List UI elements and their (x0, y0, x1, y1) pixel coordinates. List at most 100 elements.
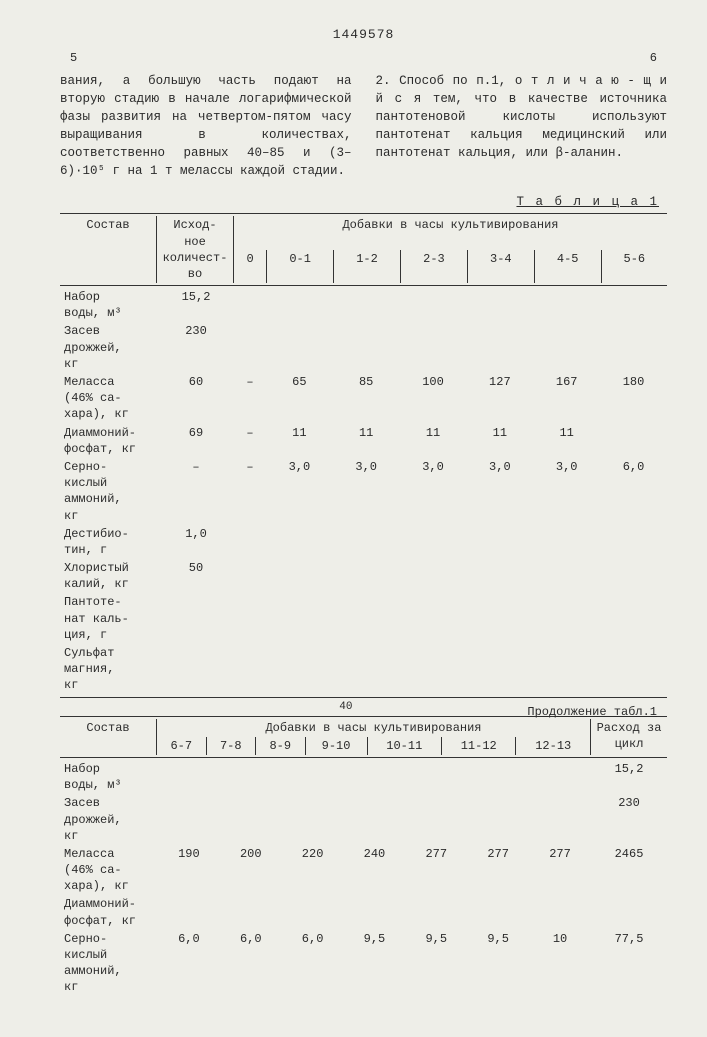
table-row: Засев дрожжей, кг230 (60, 322, 667, 373)
cell-value (533, 593, 600, 644)
cell-value (600, 322, 667, 373)
left-col-num: 5 (70, 50, 77, 66)
cell-label: Серно- кислый аммоний, кг (60, 930, 158, 997)
table-row: Сульфат магния, кг (60, 644, 667, 695)
th-hour: 3-4 (467, 250, 534, 283)
cell-value (266, 559, 333, 593)
th-hour: 8-9 (256, 737, 306, 755)
cell-value: 9,5 (344, 930, 406, 997)
cell-value (333, 593, 400, 644)
cell-value (466, 644, 533, 695)
cell-value (220, 794, 282, 845)
cell-value (529, 895, 591, 929)
cell-value (266, 525, 333, 559)
cell-value (405, 895, 467, 929)
cell-value (405, 794, 467, 845)
table1-part2-head: Состав Добавки в часы культивирования Ра… (60, 719, 667, 755)
th-hour: 0-1 (267, 250, 334, 283)
cell-value: 11 (466, 424, 533, 458)
th-hour: 12-13 (516, 737, 591, 755)
cell-value: – (234, 373, 266, 424)
cell-value (467, 760, 529, 794)
cell-value: 3,0 (466, 458, 533, 525)
cell-value: 167 (533, 373, 600, 424)
table1-continuation: Продолжение табл.1 (527, 704, 657, 720)
cell-value (158, 794, 220, 845)
th-hour: 9-10 (305, 737, 367, 755)
table-row: Засев дрожжей, кг 230 (60, 794, 667, 845)
cell-value (600, 525, 667, 559)
cell-value (344, 895, 406, 929)
cell-value: 11 (533, 424, 600, 458)
cell-value: 11 (266, 424, 333, 458)
cell-value (529, 760, 591, 794)
cell-value: 6,0 (158, 930, 220, 997)
column-numbers: 5 6 (70, 50, 657, 66)
cell-value (533, 559, 600, 593)
cell-value (600, 424, 667, 458)
left-column-text: вания, а большую часть подают на вторую … (60, 72, 352, 181)
cell-value (466, 593, 533, 644)
cell-label: Диаммоний- фосфат, кг (60, 895, 158, 929)
cell-value: 3,0 (533, 458, 600, 525)
cell-value (405, 760, 467, 794)
cell-label: Пантоте- нат каль- ция, г (60, 593, 158, 644)
table-row: Набор воды, м³15,2 (60, 760, 667, 794)
cell-value (266, 644, 333, 695)
doc-number: 1449578 (60, 26, 667, 44)
cell-value (400, 644, 467, 695)
cell-qty: 50 (158, 559, 234, 593)
cell-value: 6,0 (600, 458, 667, 525)
th-hour: 5-6 (601, 250, 667, 283)
cell-value (234, 322, 266, 373)
right-col-num: 6 (650, 50, 657, 66)
cell-label: Набор воды, м³ (60, 760, 158, 794)
cell-value (344, 760, 406, 794)
th-flow: Расход за цикл (591, 719, 668, 755)
cell-value (220, 895, 282, 929)
table-row: Диаммоний- фосфат, кг (60, 895, 667, 929)
table-row: Меласса (46% са- хара), кг60–65851001271… (60, 373, 667, 424)
cell-value: 3,0 (333, 458, 400, 525)
cell-label: Серно- кислый аммоний, кг (60, 458, 158, 525)
cell-value: 6,0 (282, 930, 344, 997)
cell-label: Засев дрожжей, кг (60, 794, 158, 845)
th-hour: 6-7 (157, 737, 207, 755)
cell-value (533, 288, 600, 322)
cell-value (282, 794, 344, 845)
table-row: Пантоте- нат каль- ция, г (60, 593, 667, 644)
cell-value (344, 794, 406, 845)
cell-value: 180 (600, 373, 667, 424)
cell-value (282, 895, 344, 929)
table1-part1: Состав Исход- ное количест- во Добавки в… (60, 216, 667, 283)
th-composition-2: Состав (60, 719, 157, 755)
cell-value: 85 (333, 373, 400, 424)
cell-value (467, 794, 529, 845)
table-row: Набор воды, м³15,2 (60, 288, 667, 322)
cell-value (400, 525, 467, 559)
cell-qty: 60 (158, 373, 234, 424)
cell-value (400, 288, 467, 322)
cell-value (533, 322, 600, 373)
cell-value: 240 (344, 845, 406, 896)
cell-value: 100 (400, 373, 467, 424)
cell-qty: 69 (158, 424, 234, 458)
cell-label: Сульфат магния, кг (60, 644, 158, 695)
cell-qty: – (158, 458, 234, 525)
cell-flow: 230 (591, 794, 667, 845)
cell-value (333, 559, 400, 593)
cell-value: 200 (220, 845, 282, 896)
cell-value (529, 794, 591, 845)
cell-value (400, 322, 467, 373)
table-row: Серно- кислый аммоний, кг––3,03,03,03,03… (60, 458, 667, 525)
th-hour: 7-8 (206, 737, 256, 755)
cell-value (220, 760, 282, 794)
cell-value (466, 322, 533, 373)
cell-value (466, 288, 533, 322)
cell-value: 6,0 (220, 930, 282, 997)
cell-value: 11 (400, 424, 467, 458)
th-hour: 2-3 (400, 250, 467, 283)
cell-qty: 230 (158, 322, 234, 373)
cell-value (467, 895, 529, 929)
cell-qty (158, 593, 234, 644)
